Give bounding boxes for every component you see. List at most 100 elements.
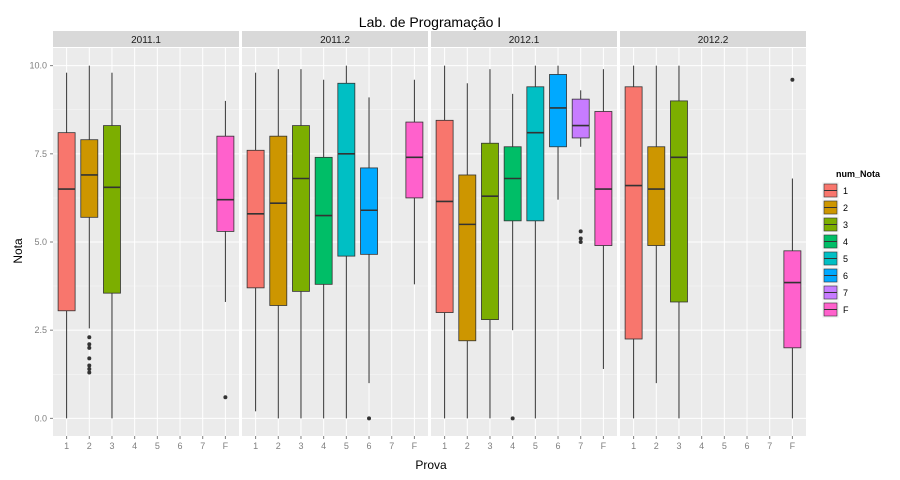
facet-strip-label: 2011.2: [320, 35, 350, 46]
x-tick-label: 6: [556, 441, 561, 451]
x-tick-label: 7: [767, 441, 772, 451]
box-body: [216, 135, 235, 232]
box-2: [458, 83, 477, 419]
box-body: [481, 142, 499, 320]
legend-title: num_Nota: [836, 169, 881, 179]
outlier-point: [87, 345, 92, 350]
facet-panel: 2012.2 1 2 3 4 5 6 7 F: [620, 31, 806, 451]
box-1: [624, 65, 643, 419]
box-body: [314, 156, 333, 285]
box-3: [292, 69, 310, 419]
x-tick-label: 6: [178, 441, 183, 451]
legend-label: 5: [843, 254, 848, 264]
facet-panel: 2012.1 1 2 3 4 5 6 7 F: [431, 31, 617, 451]
x-tick-label: 1: [253, 441, 258, 451]
box-body: [435, 119, 454, 313]
box-body: [360, 167, 378, 255]
box-body: [549, 74, 567, 148]
box-body: [458, 174, 477, 342]
box-body: [571, 98, 590, 139]
box-F: [216, 100, 235, 400]
x-tick-label: F: [412, 441, 418, 451]
box-7: [571, 90, 590, 244]
facet-strip: [620, 31, 806, 47]
box-5: [526, 65, 545, 419]
outlier-point: [367, 416, 372, 421]
outlier-point: [87, 366, 92, 371]
outlier-point: [578, 229, 583, 234]
x-tick-label: 1: [64, 441, 69, 451]
x-tick-label: 2: [87, 441, 92, 451]
facet-strip: [242, 31, 428, 47]
x-tick-label: 7: [200, 441, 205, 451]
box-1: [435, 65, 454, 419]
box-4: [314, 79, 333, 419]
box-3: [103, 72, 121, 419]
box-F: [594, 69, 613, 369]
legend-item: 2: [821, 198, 848, 217]
y-axis-title: Nota: [11, 238, 25, 264]
box-body: [503, 146, 522, 222]
x-tick-label: F: [790, 441, 796, 451]
y-tick-label: 0.0: [34, 413, 47, 423]
box-5: [337, 65, 356, 419]
x-tick-label: 7: [578, 441, 583, 451]
legend-item: F: [821, 300, 849, 319]
y-tick-label: 7.5: [34, 149, 47, 159]
facet-strip-label: 2012.1: [509, 35, 540, 46]
box-body: [269, 135, 288, 306]
x-tick-label: 4: [132, 441, 137, 451]
box-4: [503, 93, 522, 421]
legend-label: 2: [843, 203, 848, 213]
x-tick-label: 5: [344, 441, 349, 451]
box-body: [783, 250, 802, 349]
x-tick-label: 4: [321, 441, 326, 451]
box-body: [80, 139, 99, 218]
outlier-point: [510, 416, 515, 421]
outlier-point: [87, 370, 92, 375]
box-1: [246, 72, 265, 412]
box-body: [337, 82, 356, 257]
box-6: [549, 65, 567, 200]
box-F: [405, 79, 424, 285]
legend-label: 1: [843, 186, 848, 196]
box-body: [647, 146, 666, 246]
y-axis: 0.0 2.5 5.0 7.5 10.0: [29, 61, 53, 423]
box-1: [57, 72, 76, 419]
box-3: [481, 69, 499, 419]
legend: num_Nota 1 2 3 4 5 6 7 F: [821, 169, 881, 319]
x-tick-label: 5: [155, 441, 160, 451]
box-F: [783, 77, 802, 419]
box-2: [80, 65, 99, 375]
facet-panels: 2011.1 1 2 3 4 5 6 7 F 2011.2 1 2 3 4 5 6 7 F 2012.1 1 2 3 4 5 6…: [53, 31, 806, 451]
x-tick-label: F: [601, 441, 607, 451]
x-tick-label: 7: [389, 441, 394, 451]
legend-item: 4: [821, 232, 848, 251]
outlier-point: [223, 395, 228, 400]
legend-item: 5: [821, 249, 848, 268]
x-tick-label: 2: [276, 441, 281, 451]
box-body: [103, 125, 121, 294]
facet-panel: 2011.1 1 2 3 4 5 6 7 F: [53, 31, 239, 451]
box-body: [594, 111, 613, 246]
facet-strip: [53, 31, 239, 47]
x-tick-label: 3: [298, 441, 303, 451]
box-3: [670, 65, 688, 419]
outlier-point: [87, 335, 92, 340]
outlier-point: [87, 342, 92, 347]
x-tick-label: 3: [109, 441, 114, 451]
box-body: [405, 121, 424, 199]
x-tick-label: F: [223, 441, 229, 451]
legend-item: 3: [821, 215, 848, 234]
outlier-point: [87, 356, 92, 361]
x-tick-label: 2: [654, 441, 659, 451]
legend-item: 7: [821, 283, 848, 302]
x-tick-label: 2: [465, 441, 470, 451]
box-body: [624, 86, 643, 340]
legend-label: F: [843, 305, 849, 315]
chart-title: Lab. de Programação I: [359, 14, 501, 30]
x-tick-label: 5: [722, 441, 727, 451]
legend-item: 1: [821, 181, 848, 200]
box-body: [292, 125, 310, 292]
x-tick-label: 5: [533, 441, 538, 451]
